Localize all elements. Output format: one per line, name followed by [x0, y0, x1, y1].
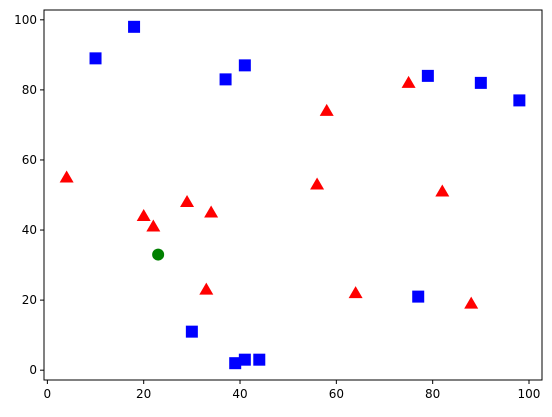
x-tick-label: 0 [44, 387, 52, 401]
point [152, 248, 165, 261]
point [238, 59, 251, 72]
x-tick-label: 20 [136, 387, 151, 401]
x-tick-label: 60 [329, 387, 344, 401]
point [59, 170, 74, 183]
point [474, 76, 487, 89]
x-tick-label: 80 [425, 387, 440, 401]
point [421, 69, 434, 82]
point [199, 282, 214, 295]
point [128, 20, 141, 33]
point [310, 177, 325, 190]
y-tick-label: 20 [22, 293, 37, 307]
plot-frame [43, 9, 543, 381]
point [401, 75, 416, 88]
point [435, 184, 450, 197]
point [464, 296, 479, 309]
point [513, 94, 526, 107]
y-tick-label: 0 [29, 363, 37, 377]
point [319, 103, 334, 116]
y-tick-label: 100 [14, 13, 37, 27]
y-tick-label: 80 [22, 83, 37, 97]
point [185, 325, 198, 338]
point [229, 357, 242, 370]
point [146, 219, 161, 232]
y-tick-label: 40 [22, 223, 37, 237]
point [412, 290, 425, 303]
point [204, 205, 219, 218]
y-tick-label: 60 [22, 153, 37, 167]
point [348, 286, 363, 299]
x-tick-label: 40 [232, 387, 247, 401]
point [253, 353, 266, 366]
point [238, 353, 251, 366]
point [180, 195, 195, 208]
point [89, 52, 102, 65]
x-tick-label: 100 [518, 387, 541, 401]
point [136, 209, 151, 222]
point [219, 73, 232, 86]
